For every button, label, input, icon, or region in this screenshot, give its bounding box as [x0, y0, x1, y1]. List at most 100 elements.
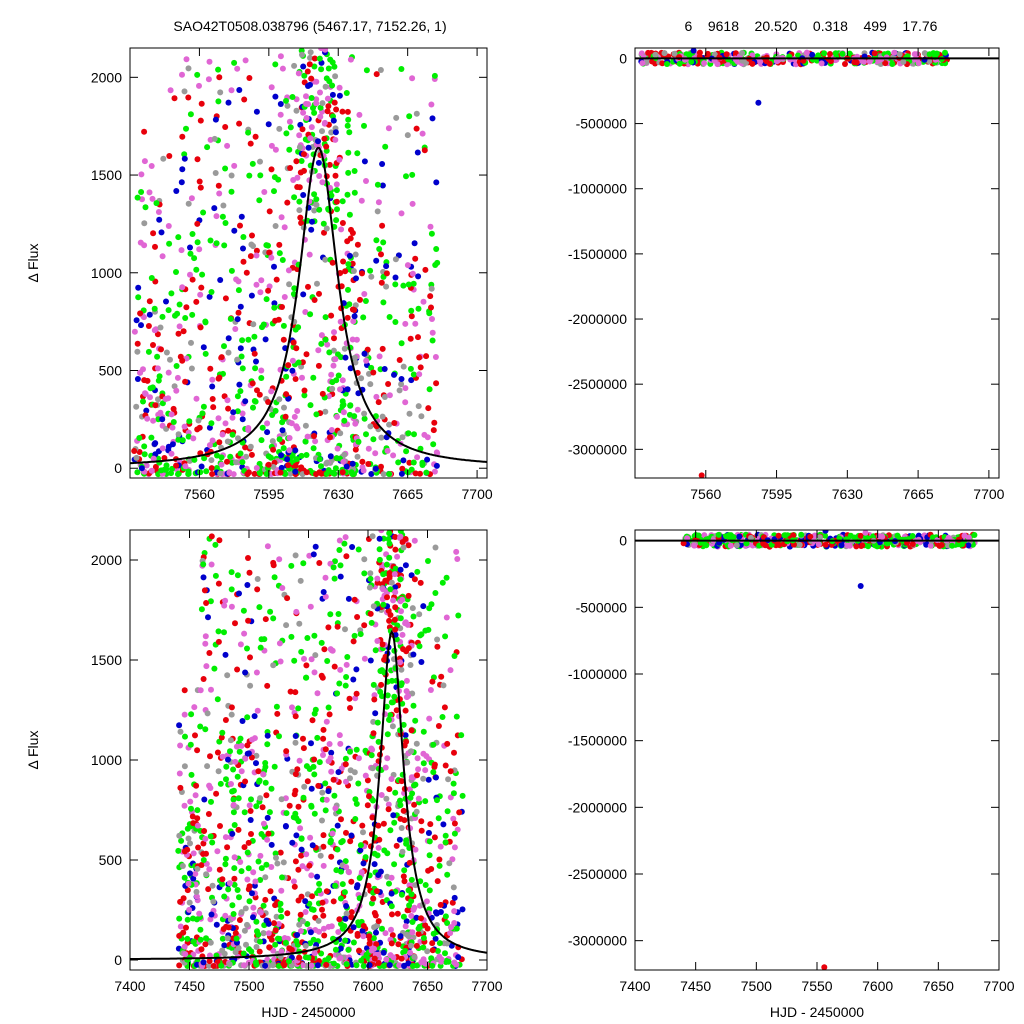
data-point	[326, 349, 333, 356]
data-point	[398, 825, 405, 831]
data-point	[168, 411, 175, 418]
data-point	[175, 234, 182, 241]
data-point	[222, 834, 229, 841]
data-point	[257, 795, 264, 802]
data-point	[142, 204, 149, 211]
data-point	[188, 365, 195, 372]
data-point	[408, 876, 415, 883]
data-point	[283, 748, 290, 755]
data-point	[227, 748, 233, 755]
data-point	[202, 633, 209, 640]
data-point	[276, 733, 282, 740]
data-point	[257, 158, 263, 165]
data-point	[822, 532, 829, 539]
data-point	[374, 852, 381, 859]
data-point	[458, 732, 465, 739]
data-point	[283, 373, 290, 380]
data-point	[165, 395, 172, 402]
data-point	[827, 58, 834, 65]
data-point	[438, 956, 445, 963]
data-point	[406, 859, 413, 866]
data-point	[284, 910, 291, 917]
data-point	[150, 455, 157, 462]
data-point	[374, 719, 381, 726]
data-point	[188, 711, 195, 718]
data-point	[371, 955, 378, 962]
data-point	[378, 279, 385, 286]
data-point	[376, 353, 383, 360]
data-point	[451, 749, 457, 756]
data-point	[379, 925, 385, 932]
data-point	[286, 146, 293, 153]
data-point	[268, 841, 275, 848]
data-point	[428, 601, 435, 608]
data-point	[253, 358, 259, 365]
data-point	[433, 774, 439, 781]
data-point	[346, 695, 353, 702]
data-point	[264, 814, 271, 821]
data-point	[225, 405, 232, 412]
data-point	[639, 60, 646, 67]
data-point	[375, 822, 382, 829]
data-point	[280, 445, 287, 452]
data-point	[324, 341, 331, 348]
data-point	[236, 87, 243, 93]
data-point	[228, 603, 235, 610]
data-point	[323, 459, 330, 466]
data-point	[248, 241, 255, 248]
data-point	[370, 730, 377, 737]
data-point	[299, 962, 306, 969]
data-point	[333, 181, 340, 188]
data-point	[366, 584, 373, 591]
data-point	[859, 542, 866, 549]
data-point	[374, 638, 381, 644]
data-point	[955, 541, 961, 548]
data-point	[701, 60, 708, 67]
data-point	[206, 782, 213, 789]
data-point	[203, 468, 210, 475]
data-point	[386, 880, 392, 887]
data-point	[208, 561, 215, 568]
data-point	[412, 846, 419, 853]
data-point	[214, 749, 221, 756]
data-point	[198, 946, 205, 953]
data-point	[382, 143, 389, 150]
y-tick-label: -500000	[576, 116, 628, 132]
data-point	[195, 417, 202, 424]
data-point	[218, 454, 225, 461]
data-point	[403, 677, 410, 684]
data-point	[368, 273, 375, 280]
data-point	[339, 220, 346, 226]
data-point	[343, 778, 349, 785]
data-point	[408, 572, 415, 579]
data-point	[266, 208, 273, 215]
data-point	[319, 128, 325, 135]
data-point	[245, 336, 252, 343]
data-point	[427, 821, 434, 828]
data-point	[331, 335, 337, 342]
y-tick-label: -2500000	[568, 866, 627, 882]
data-point	[134, 469, 141, 476]
data-point	[286, 435, 293, 441]
data-point	[447, 667, 454, 674]
data-point	[344, 238, 351, 245]
data-point	[385, 381, 392, 387]
data-point	[385, 536, 392, 542]
data-point	[341, 889, 348, 896]
data-point	[272, 902, 279, 909]
data-point	[256, 391, 263, 398]
data-point	[415, 273, 422, 280]
data-point	[378, 251, 384, 258]
data-point	[245, 617, 252, 624]
data-point	[393, 114, 400, 121]
data-point	[257, 289, 264, 296]
data-point	[434, 797, 440, 804]
data-point	[177, 742, 184, 749]
data-point	[386, 572, 393, 579]
data-point	[316, 759, 323, 766]
data-point	[380, 963, 387, 969]
data-point	[204, 763, 211, 770]
data-point	[418, 659, 425, 665]
